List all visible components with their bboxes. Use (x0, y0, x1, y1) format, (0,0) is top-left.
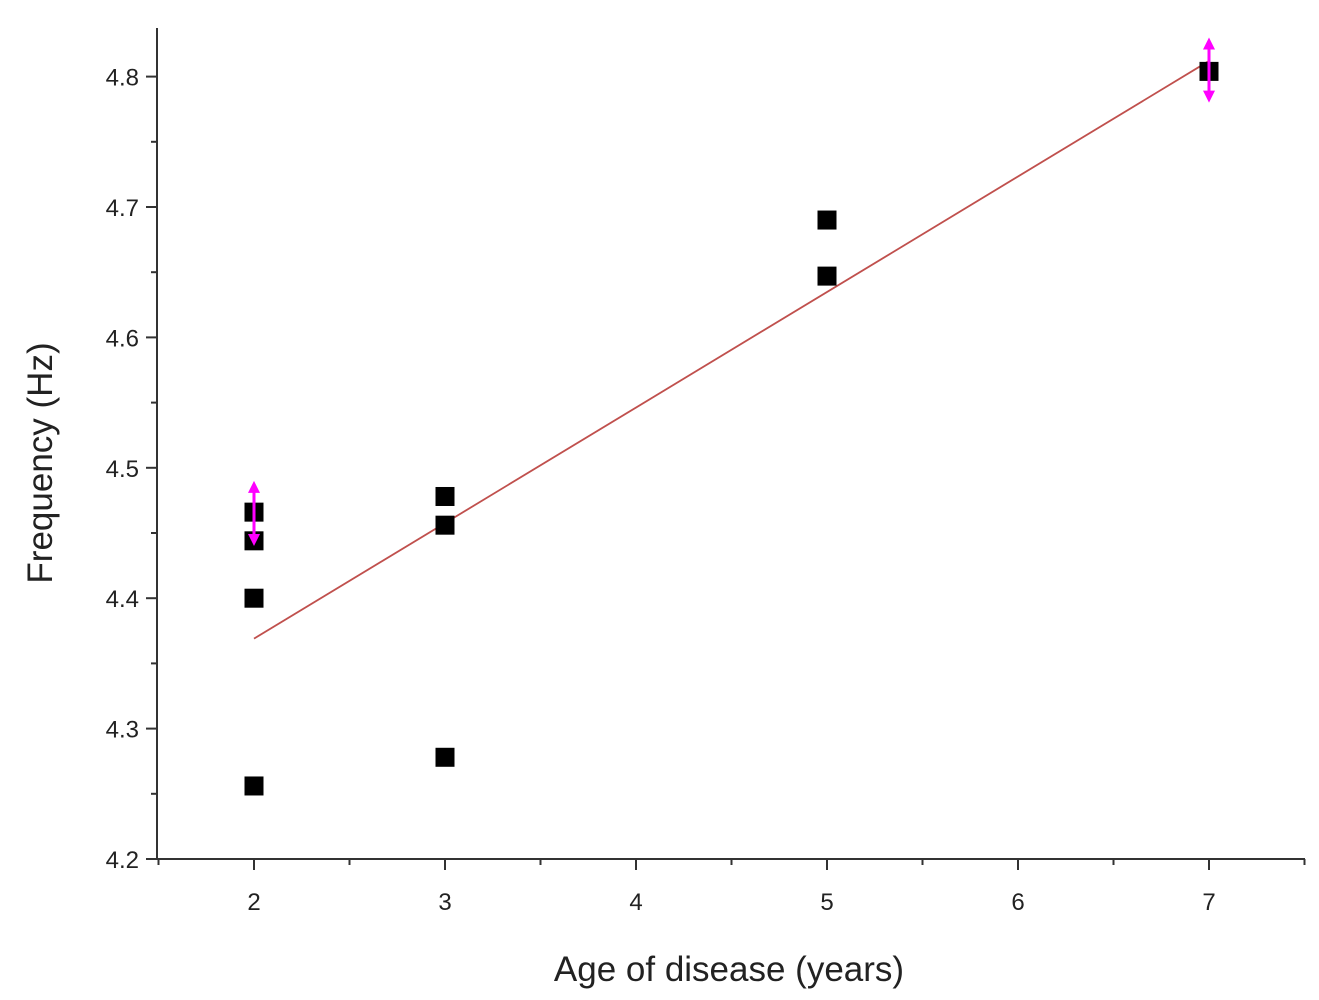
x-tick-label: 5 (820, 889, 833, 916)
arrow-head-up (248, 480, 260, 493)
x-tick-label: 6 (1011, 889, 1024, 916)
y-tick-label: 4.8 (106, 65, 139, 92)
double-arrow (248, 480, 260, 547)
x-tick-label: 3 (438, 889, 451, 916)
arrow-head-down (1203, 90, 1215, 103)
axes: 4.2 4.3 4.4 4.5 4.6 4.7 4.8 2 3 4 5 6 7 (106, 28, 1306, 916)
double-arrow (1203, 37, 1215, 103)
annotations (248, 37, 1215, 547)
data-point (435, 747, 455, 767)
y-tick-label: 4.2 (106, 847, 139, 874)
x-tick-label: 4 (629, 889, 642, 916)
y-tick-label: 4.4 (106, 586, 139, 613)
y-tick-label: 4.3 (106, 717, 139, 744)
data-point (244, 776, 264, 796)
x-tick-label: 7 (1202, 889, 1215, 916)
y-tick-label: 4.5 (106, 456, 139, 483)
y-tick-label: 4.6 (106, 325, 139, 352)
y-tick-label: 4.7 (106, 195, 139, 222)
data-point (817, 210, 837, 230)
arrow-head-up (1203, 37, 1215, 50)
data-point (244, 588, 264, 608)
data-point (435, 515, 455, 535)
data-points (244, 61, 1219, 796)
x-axis-title: Age of disease (years) (554, 950, 904, 989)
y-axis-title: Frequency (Hz) (21, 342, 60, 583)
data-point (817, 266, 837, 286)
fit-line (253, 60, 1210, 640)
arrow-head-down (248, 534, 260, 547)
fit-line-layer (253, 60, 1210, 640)
data-point (435, 486, 455, 506)
x-tick-label: 2 (247, 889, 260, 916)
